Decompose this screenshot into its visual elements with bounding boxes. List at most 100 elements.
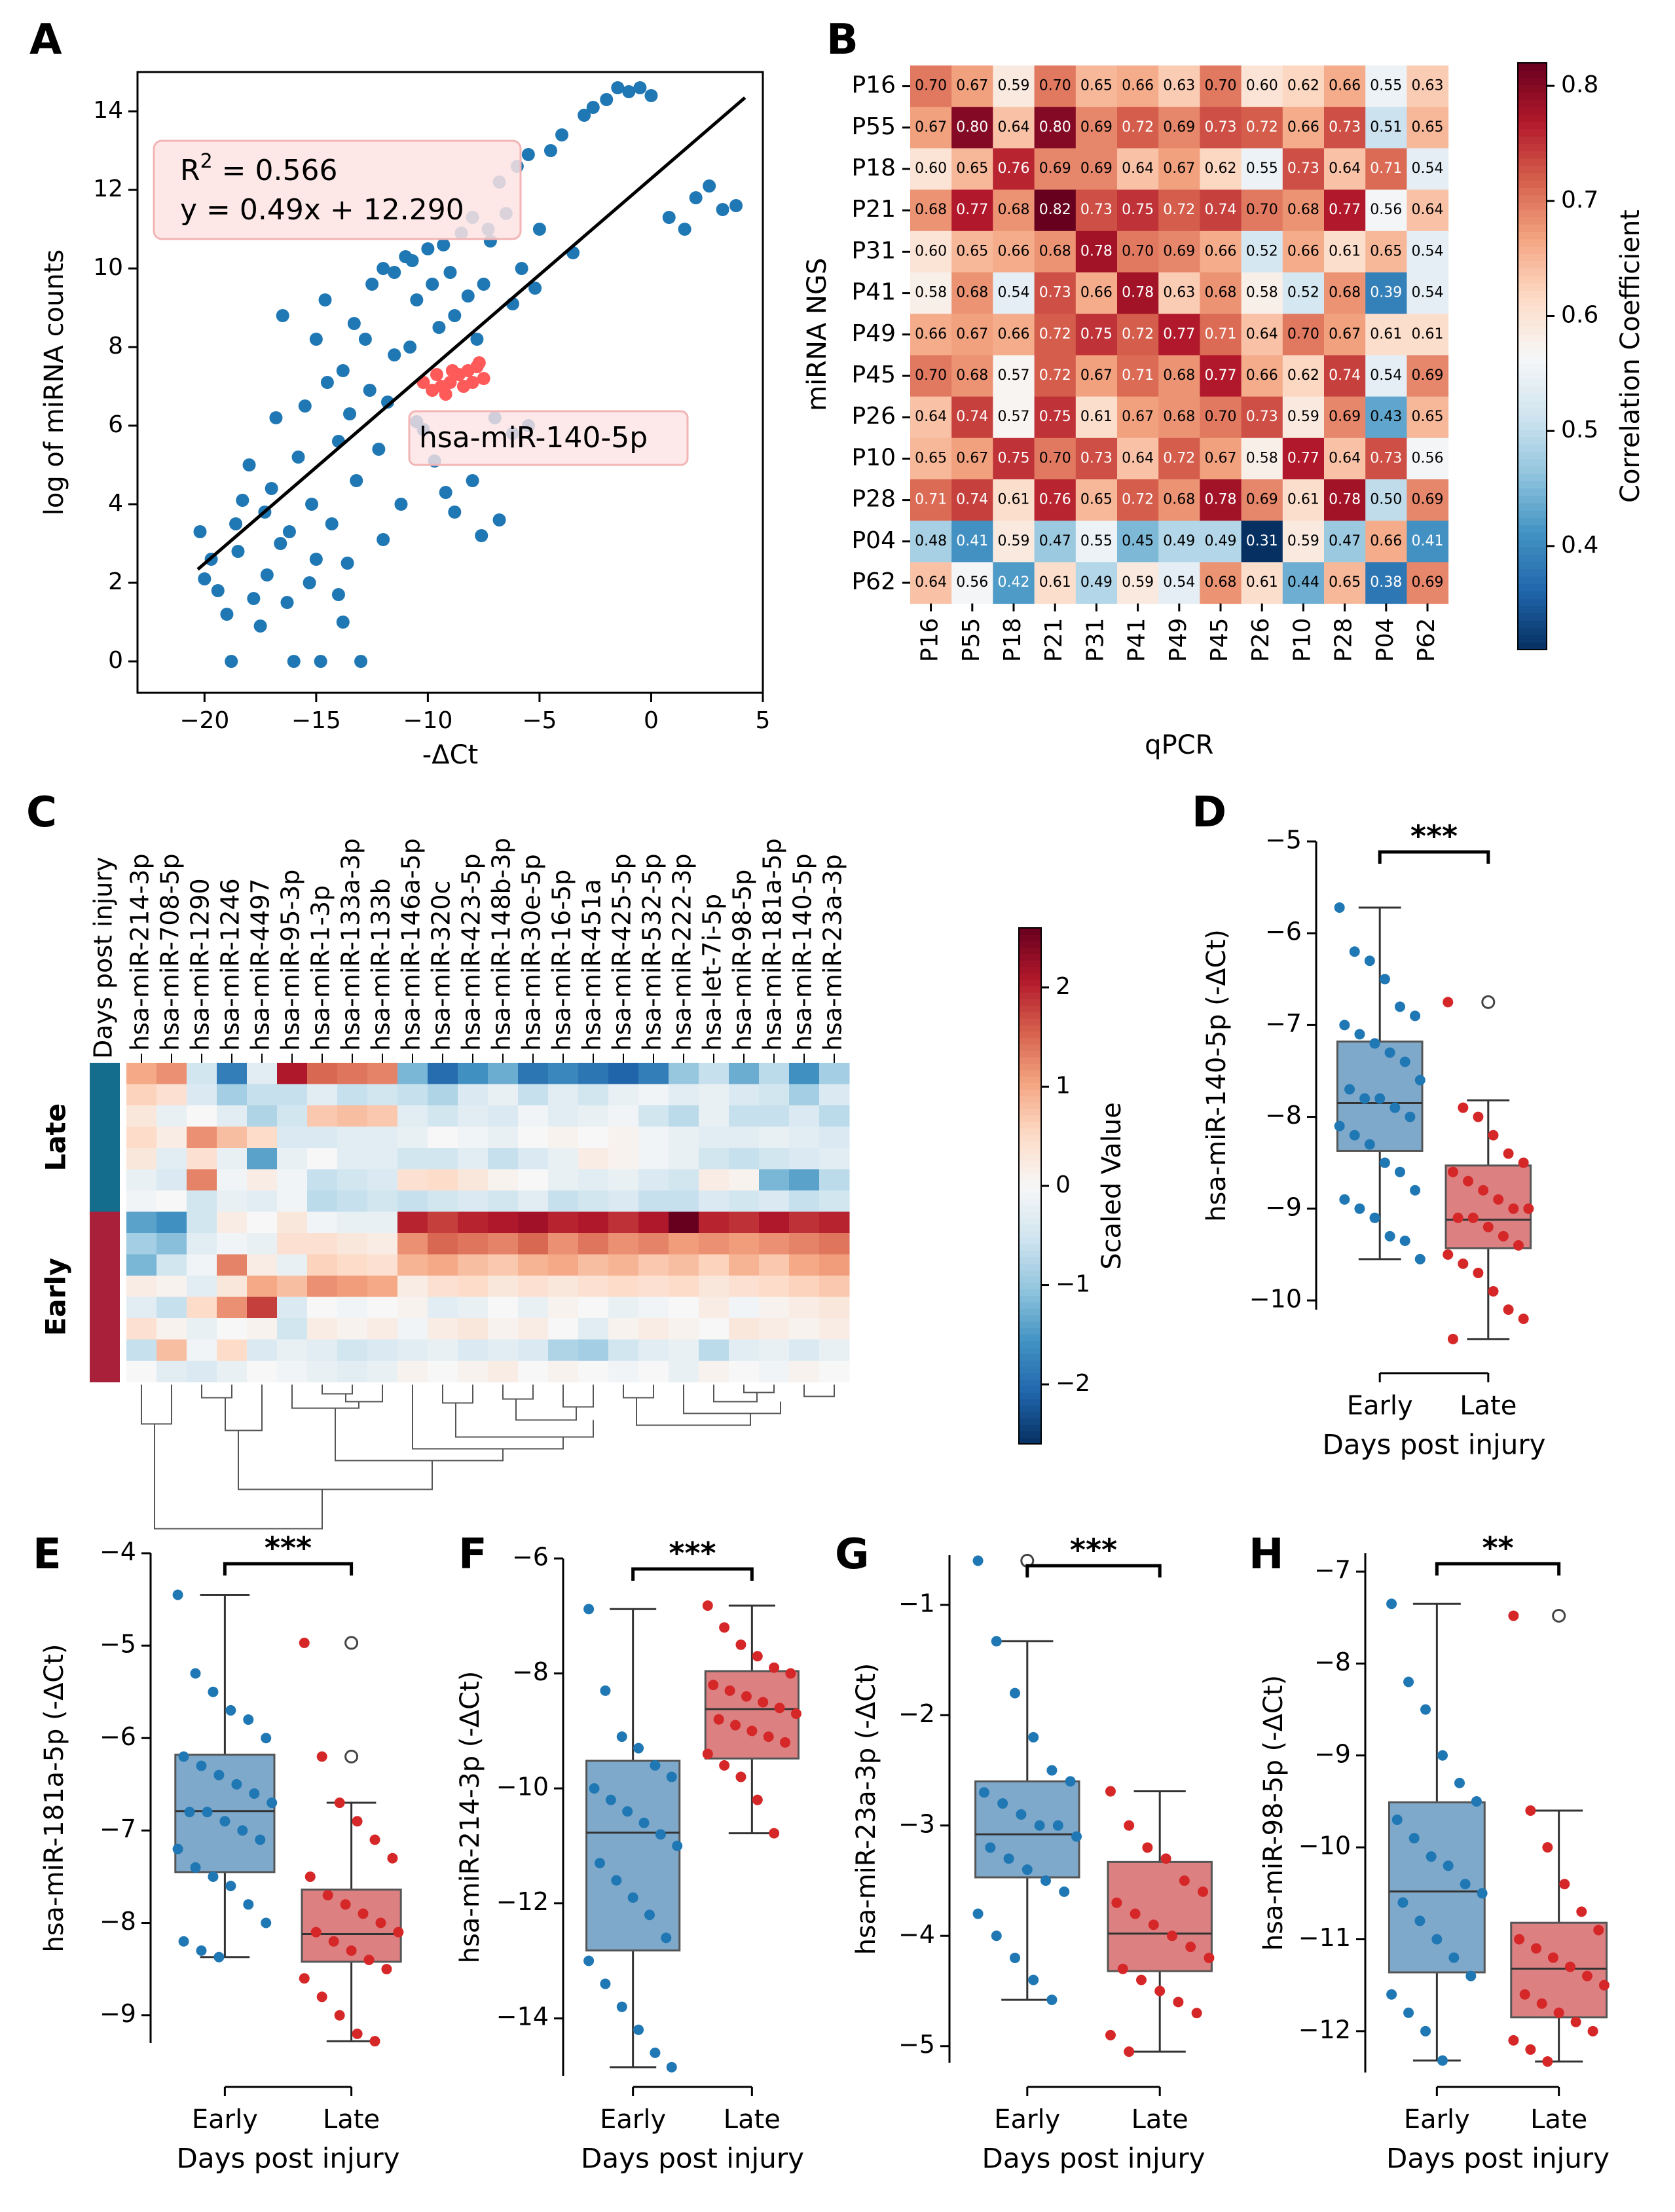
colorbar-step	[1518, 466, 1547, 474]
heatmap-cell	[397, 1190, 428, 1212]
cell-value: 0.61	[1287, 492, 1319, 508]
y-tick-label: −1	[898, 1589, 935, 1617]
cell-value: 0.73	[1246, 409, 1278, 425]
data-point	[276, 309, 289, 322]
heatmap-cell	[608, 1297, 639, 1319]
heatmap-cell	[759, 1169, 790, 1191]
data-point	[1452, 1212, 1463, 1223]
heatmap-cell	[458, 1361, 488, 1382]
data-point	[719, 1622, 730, 1633]
data-point	[1185, 1942, 1196, 1953]
heatmap-cell	[1241, 479, 1283, 521]
cell-value: 0.78	[1329, 492, 1361, 508]
significance-stars: ***	[265, 1530, 312, 1566]
panel-letter-g: G	[835, 1530, 870, 1579]
data-point	[583, 1604, 595, 1615]
cell-value: 0.74	[956, 409, 988, 425]
data-point	[991, 1930, 1002, 1942]
y-tick-label: 14	[93, 97, 123, 124]
heatmap-cell	[699, 1233, 729, 1255]
heatmap-cell	[910, 521, 952, 562]
data-point	[735, 1639, 746, 1650]
data-point	[1369, 1212, 1380, 1223]
heatmap-cell	[1075, 189, 1118, 232]
heatmap-cell	[126, 1297, 157, 1319]
group-bar-cell	[90, 1105, 120, 1127]
heatmap-cell	[669, 1254, 699, 1276]
group-bar-cell	[90, 1254, 120, 1276]
data-point	[255, 1834, 266, 1845]
heatmap-cell	[729, 1276, 760, 1297]
cell-value: 0.69	[1163, 243, 1195, 259]
data-point	[1514, 1934, 1525, 1945]
data-point	[1414, 1253, 1426, 1264]
heatmap-cell	[699, 1148, 729, 1170]
heatmap-cell	[458, 1339, 488, 1361]
heatmap-cell	[1324, 479, 1366, 521]
data-point	[1167, 1930, 1178, 1942]
heatmap-cell	[1075, 355, 1118, 397]
data-point	[225, 655, 238, 668]
heatmap-cell	[1282, 65, 1325, 107]
group-bar-cell	[90, 1169, 120, 1191]
data-point	[237, 1825, 248, 1836]
heatmap-cell	[1034, 65, 1077, 107]
data-point	[403, 341, 417, 354]
cell-value: 0.38	[1370, 574, 1402, 591]
data-point	[1443, 1860, 1454, 1871]
heatmap-cell	[1158, 272, 1200, 314]
data-point	[1354, 1029, 1365, 1040]
heatmap-cell	[247, 1318, 278, 1340]
data-point	[304, 1871, 316, 1882]
heatmap-cell	[951, 355, 993, 397]
heatmap-cell	[1158, 396, 1200, 439]
y-tick-label: −12	[1298, 2015, 1351, 2044]
heatmap-cell	[638, 1148, 669, 1170]
heatmap-b: 0.70 0.67 0.59 0.70 0.65 0.66 0.63 0.70 0.60 0.62…	[802, 62, 1646, 760]
colorbar-step	[1019, 1431, 1041, 1438]
heatmap-cell	[759, 1276, 790, 1297]
heatmap-cell	[548, 1063, 579, 1084]
data-point	[1111, 1897, 1122, 1908]
colorbar-step	[1518, 458, 1547, 467]
colorbar-step	[1019, 1302, 1041, 1309]
heatmap-cell	[187, 1169, 217, 1191]
heatmap-cell	[247, 1063, 278, 1084]
heatmap-cell	[458, 1233, 488, 1255]
heatmap-cell	[789, 1254, 820, 1276]
colorbar-step	[1019, 1308, 1041, 1316]
data-point	[393, 1926, 404, 1938]
colorbar-step	[1518, 554, 1547, 562]
cell-value: 0.65	[1080, 492, 1113, 508]
cell-value: 0.65	[1370, 243, 1402, 259]
heatmap-cell	[638, 1361, 669, 1382]
colorbar-step	[1019, 1392, 1041, 1399]
heatmap-cell	[669, 1084, 699, 1106]
y-tick-label: −12	[496, 1887, 549, 1916]
heatmap-cell	[1200, 272, 1242, 314]
y-axis-label: log of miRNA counts	[39, 249, 69, 516]
cell-value: 0.64	[1122, 450, 1154, 466]
colorbar-step	[1019, 992, 1041, 999]
data-point	[178, 1751, 189, 1762]
data-point	[708, 1680, 719, 1691]
cell-value: 0.66	[1246, 367, 1278, 384]
heatmap-cell	[337, 1105, 368, 1127]
heatmap-cell	[699, 1361, 729, 1382]
heatmap-cell	[458, 1084, 488, 1106]
heatmap-cell	[1407, 65, 1449, 107]
heatmap-cell	[488, 1318, 519, 1340]
colorbar-step	[1518, 114, 1547, 122]
heatmap-cell	[638, 1211, 669, 1234]
heatmap-cell	[729, 1339, 760, 1361]
colorbar-step	[1019, 1237, 1041, 1245]
heatmap-cell	[578, 1254, 609, 1276]
heatmap-cell	[217, 1276, 248, 1297]
group-bar-cell	[90, 1148, 120, 1170]
heatmap-cell	[729, 1318, 760, 1340]
cell-value: 0.64	[1412, 202, 1444, 218]
data-point	[991, 1636, 1002, 1647]
heatmap-cell	[458, 1276, 488, 1297]
cell-value: 0.77	[956, 202, 988, 218]
cell-value: 0.73	[1329, 119, 1361, 136]
